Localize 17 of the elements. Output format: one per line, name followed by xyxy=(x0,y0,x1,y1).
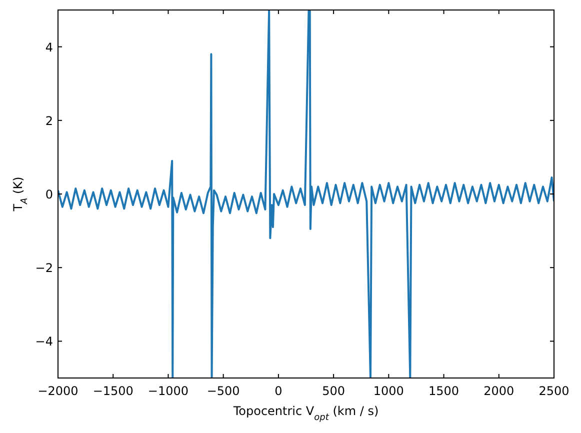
y-tick-label: 2 xyxy=(45,114,53,128)
x-tick-label: 1500 xyxy=(428,384,460,398)
x-tick-label: −2000 xyxy=(38,384,78,398)
x-tick-label: 2000 xyxy=(484,384,514,398)
y-tick-label: −2 xyxy=(35,261,53,276)
y-tick-label: 0 xyxy=(45,188,53,202)
x-tick-label: 0 xyxy=(274,384,282,398)
x-axis-title: Topocentric V$_{opt}$ (km / s) xyxy=(232,404,379,423)
x-tick-label: 2500 xyxy=(538,384,570,398)
y-tick-label: −4 xyxy=(35,334,53,349)
line-series xyxy=(58,10,554,378)
x-tick-label: −1000 xyxy=(148,384,189,398)
x-tick-label: −1500 xyxy=(92,384,134,398)
x-tick-label: 500 xyxy=(322,384,346,398)
y-tick-label: 4 xyxy=(45,40,53,54)
x-tick-label: 1000 xyxy=(373,384,404,398)
x-tick-label: −500 xyxy=(206,384,240,398)
